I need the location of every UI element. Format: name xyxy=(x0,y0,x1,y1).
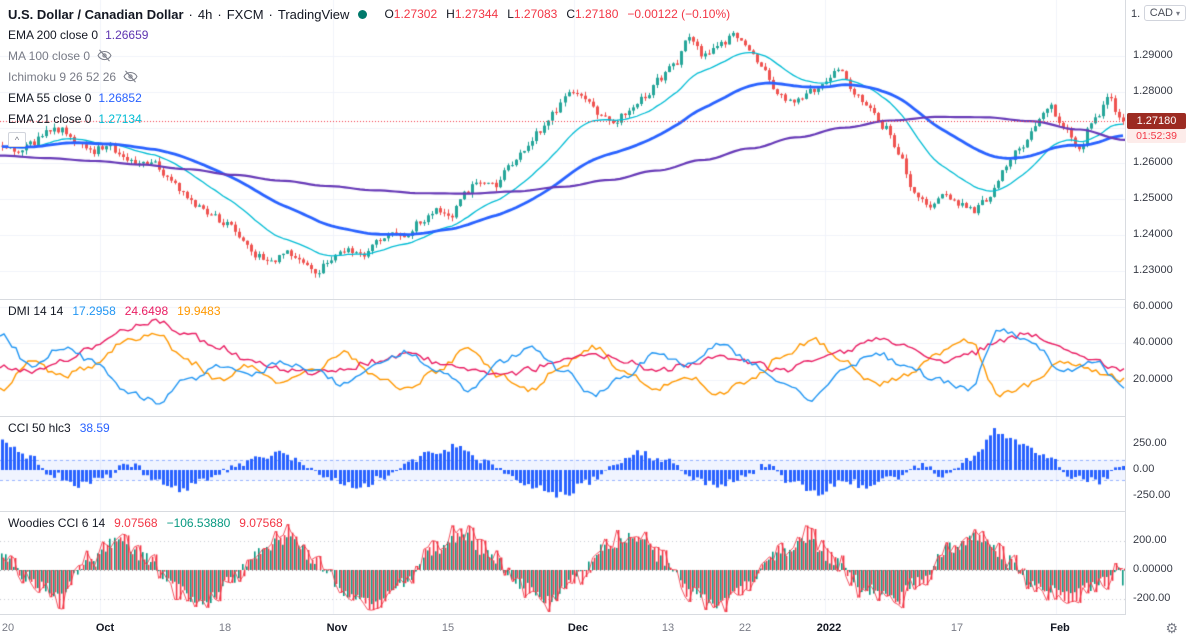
cci-legend[interactable]: CCI 50 hlc3 38.59 xyxy=(8,421,110,435)
price-scale-top-label: 1. xyxy=(1131,8,1141,20)
axis-time-label: 22 xyxy=(738,622,752,634)
axis-time-label: 13 xyxy=(661,622,675,634)
axis-time-label: 15 xyxy=(441,622,455,634)
bar-countdown: 01:52:39 xyxy=(1127,129,1186,143)
change-value: −0.00122 (−0.10%) xyxy=(627,7,731,21)
separator-dot: · xyxy=(268,6,273,22)
ohlc-readout: O1.27302 H1.27344 L1.27083 C1.27180 −0.0… xyxy=(384,7,730,21)
symbol-title-row: U.S. Dollar / Canadian Dollar · 4h · FXC… xyxy=(8,4,730,24)
open-label: O xyxy=(384,7,394,21)
axis-time-label: 20 xyxy=(1,622,15,634)
high-label: H xyxy=(446,7,455,21)
axis-price-label: 250.00 xyxy=(1133,437,1167,449)
open-value: 1.27302 xyxy=(393,7,438,21)
main-legend: U.S. Dollar / Canadian Dollar · 4h · FXC… xyxy=(8,4,730,147)
chart-canvas[interactable] xyxy=(0,0,1125,615)
exchange-label: FXCM xyxy=(226,6,264,22)
separator-dot: · xyxy=(188,6,193,22)
currency-label: CAD xyxy=(1149,7,1173,19)
dmi-legend[interactable]: DMI 14 14 17.2958 24.6498 19.9483 xyxy=(8,304,221,318)
pane-separator[interactable] xyxy=(0,511,1189,512)
axis-price-label: 1.24000 xyxy=(1133,228,1173,240)
axis-price-label: -200.00 xyxy=(1133,592,1171,604)
pane-separator[interactable] xyxy=(0,299,1189,300)
market-status-icon[interactable] xyxy=(358,9,368,19)
axis-price-label: 0.00000 xyxy=(1133,563,1173,575)
axis-price-label: 1.29000 xyxy=(1133,49,1173,61)
low-label: L xyxy=(507,7,514,21)
time-axis[interactable]: 20 Oct 18 Nov 15 Dec 13 22 2022 17 Feb xyxy=(0,615,1125,642)
axis-price-label: 40.0000 xyxy=(1133,336,1173,348)
close-value: 1.27180 xyxy=(574,7,619,21)
axis-price-label: 1.28000 xyxy=(1133,85,1173,97)
gear-icon[interactable]: ⚙ xyxy=(1165,620,1178,636)
close-label: C xyxy=(566,7,575,21)
high-value: 1.27344 xyxy=(454,7,499,21)
legend-row-ema-21[interactable]: EMA 21 close 0 1.27134 xyxy=(8,111,142,126)
axis-price-label: 0.00 xyxy=(1133,463,1155,475)
legend-row-ma-100[interactable]: MA 100 close 0 xyxy=(8,45,730,66)
separator-dot: · xyxy=(217,6,222,22)
symbol-title[interactable]: U.S. Dollar / Canadian Dollar xyxy=(8,6,184,22)
legend-row-ichimoku[interactable]: Ichimoku 9 26 52 26 xyxy=(8,66,730,87)
axis-time-label: 18 xyxy=(218,622,232,634)
currency-selector[interactable]: CAD ▾ xyxy=(1143,5,1186,21)
axis-price-label: 1.25000 xyxy=(1133,192,1173,204)
provider-label: TradingView xyxy=(277,6,350,22)
axis-price-label: -250.00 xyxy=(1133,489,1171,501)
axis-time-label: 2022 xyxy=(816,622,842,634)
axis-time-label: Dec xyxy=(567,622,589,634)
interval-label[interactable]: 4h xyxy=(197,6,213,22)
axis-price-label: 20.0000 xyxy=(1133,373,1173,385)
last-price-badge: 1.27180 xyxy=(1127,113,1186,129)
axis-price-label: 1.26000 xyxy=(1133,156,1173,168)
legend-row-ema-55[interactable]: EMA 55 close 0 1.26852 xyxy=(8,90,142,105)
low-value: 1.27083 xyxy=(513,7,558,21)
axis-time-label: Feb xyxy=(1050,622,1070,634)
legend-row-ema-200[interactable]: EMA 200 close 0 1.26659 xyxy=(8,27,149,42)
axis-time-label: Oct xyxy=(95,622,115,634)
axis-time-label: 17 xyxy=(950,622,964,634)
axis-price-label: 200.00 xyxy=(1133,534,1167,546)
chevron-up-icon: ^ xyxy=(14,134,20,145)
axis-price-label: 1.23000 xyxy=(1133,264,1173,276)
eye-off-icon[interactable] xyxy=(123,69,138,84)
eye-off-icon[interactable] xyxy=(97,48,112,63)
chevron-down-icon: ▾ xyxy=(1175,8,1180,18)
pane-separator xyxy=(0,614,1189,615)
woodies-legend[interactable]: Woodies CCI 6 14 9.07568 −106.53880 9.07… xyxy=(8,516,283,530)
price-axis[interactable]: 1. CAD ▾ 1.27180 01:52:39 1.29000 1.28000… xyxy=(1125,0,1189,615)
axis-price-label: 60.0000 xyxy=(1133,300,1173,312)
legend-collapse-button[interactable]: ^ xyxy=(8,132,26,147)
axis-time-label: Nov xyxy=(326,622,348,634)
pane-separator[interactable] xyxy=(0,416,1189,417)
